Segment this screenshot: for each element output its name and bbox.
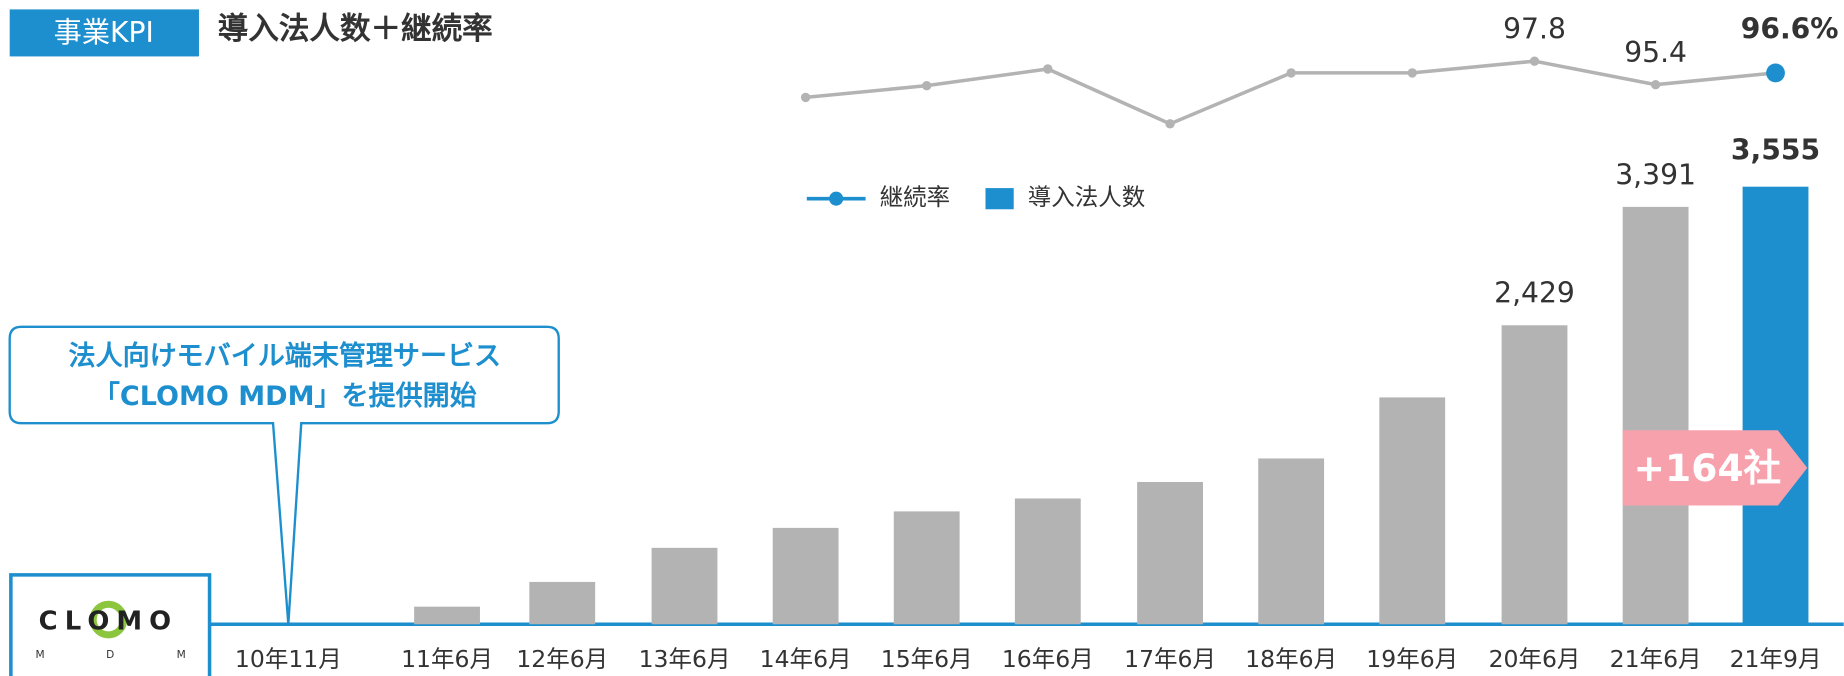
point xyxy=(800,92,811,103)
bar xyxy=(1137,481,1203,625)
bar xyxy=(414,606,480,625)
data-label: 3,391 xyxy=(1615,158,1696,191)
bar xyxy=(893,511,960,625)
x-tick-label: 14年6月 xyxy=(760,645,852,673)
unit: % xyxy=(1810,13,1838,46)
bar xyxy=(1622,206,1689,625)
data-label: 96.6 xyxy=(1741,13,1811,46)
x-tick-label: 10年11月 xyxy=(235,645,342,673)
bar xyxy=(1258,458,1325,625)
legend-label: 導入法人数 xyxy=(1028,183,1146,211)
legend-swatch xyxy=(985,188,1014,210)
point xyxy=(1766,63,1785,83)
x-tick-label: 21年9月 xyxy=(1730,645,1822,673)
legend-label: 継続率 xyxy=(880,183,951,211)
logo-sub: D xyxy=(106,649,114,661)
bar xyxy=(1742,186,1809,625)
x-tick-label: 21年6月 xyxy=(1610,645,1702,673)
point xyxy=(922,80,932,91)
point xyxy=(1407,68,1417,78)
logo-ring xyxy=(89,600,128,639)
legend-dot xyxy=(829,191,844,206)
point xyxy=(1165,119,1175,129)
logo: CLOMO xyxy=(39,606,179,636)
x-tick-label: 17年6月 xyxy=(1124,645,1216,673)
bar xyxy=(1501,325,1568,625)
point xyxy=(1043,64,1053,74)
annotation: +164社 xyxy=(1634,446,1782,490)
badge: 事業KPI xyxy=(54,16,154,49)
data-label: 2,429 xyxy=(1494,277,1575,310)
data-label: 96.6% xyxy=(1741,13,1839,46)
bar xyxy=(651,547,718,625)
x-tick-label: 15年6月 xyxy=(881,645,973,673)
badge-bg xyxy=(9,9,199,57)
logo-sub: M xyxy=(177,649,186,661)
callout-text: 法人向けモバイル端末管理サービス xyxy=(69,340,502,372)
title: 導入法人数＋継続率 xyxy=(218,12,493,47)
x-tick-label: 11年6月 xyxy=(401,645,493,673)
data-label: 3,555 xyxy=(1731,133,1820,166)
bar xyxy=(1014,498,1081,625)
x-tick-label: 12年6月 xyxy=(516,645,608,673)
logo-sub: M xyxy=(36,649,45,661)
x-tick-label: 20年6月 xyxy=(1489,645,1581,673)
x-tick-label: 13年6月 xyxy=(639,645,731,673)
point xyxy=(1529,56,1540,66)
x-tick-label: 19年6月 xyxy=(1366,645,1458,673)
data-label: 95.4 xyxy=(1624,36,1687,69)
x-tick-label: 16年6月 xyxy=(1002,645,1094,673)
bar xyxy=(1379,397,1446,625)
callout-text: 「CLOMO MDM」を提供開始 xyxy=(93,380,477,412)
point xyxy=(1650,79,1661,90)
point xyxy=(1286,68,1296,78)
data-label: 97.8 xyxy=(1503,13,1566,46)
annotation-arrow xyxy=(1622,430,1808,506)
bar xyxy=(529,581,596,625)
x-tick-label: 18年6月 xyxy=(1245,645,1337,673)
logo-box xyxy=(9,573,212,676)
bar xyxy=(772,527,839,625)
